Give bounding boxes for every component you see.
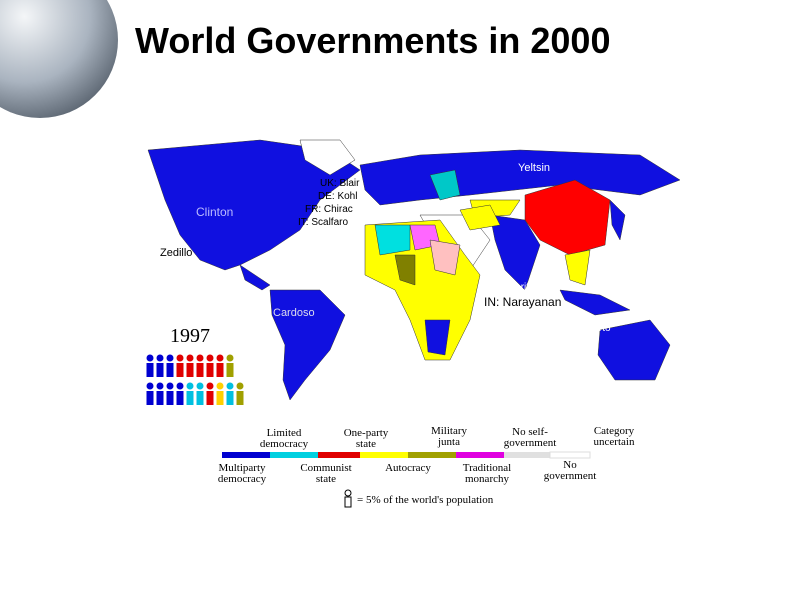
world-map	[147, 139, 681, 401]
legend-label: Category uncertain	[593, 425, 635, 448]
legend-label: Communist state	[300, 462, 352, 485]
map-label: ID: Suharto	[560, 323, 611, 334]
legend-label: No government	[543, 459, 597, 482]
person-figure	[216, 391, 224, 405]
footnote: = 5% of the world's population	[357, 494, 494, 506]
map-label: Zedillo	[160, 247, 193, 259]
legend-label: Multiparty democracy	[217, 462, 267, 485]
person-figure	[206, 354, 214, 362]
legend-label: Traditional monarchy	[462, 462, 512, 485]
population-pictograph	[146, 354, 244, 405]
person-figure	[186, 354, 194, 362]
legend-label: No self-government	[503, 426, 557, 449]
person-figure	[196, 354, 204, 362]
person-figure	[186, 391, 194, 405]
person-figure	[146, 391, 154, 405]
map-label: UK: Blair	[320, 178, 360, 189]
year-label: 1997	[170, 325, 210, 347]
person-figure	[216, 354, 224, 362]
person-figure	[156, 382, 164, 390]
person-figure	[166, 391, 174, 405]
person-figure	[146, 382, 154, 390]
person-figure	[196, 382, 204, 390]
person-figure	[156, 354, 164, 362]
person-figure	[156, 363, 164, 377]
person-figure	[206, 382, 214, 390]
person-figure	[226, 354, 234, 362]
map-label: BG: Hasina	[512, 312, 564, 323]
globe	[0, 0, 118, 118]
person-figure	[156, 391, 164, 405]
legend-label: Autocracy	[385, 462, 431, 474]
person-figure	[206, 391, 214, 405]
person-figure	[146, 363, 154, 377]
map-label: Cardoso	[273, 307, 315, 319]
title: World Governments in 2000	[135, 20, 611, 61]
map-label: DE: Kohl	[318, 191, 358, 202]
person-figure	[216, 382, 224, 390]
person-figure	[196, 363, 204, 377]
person-figure	[176, 354, 184, 362]
person-figure	[186, 363, 194, 377]
person-figure	[226, 391, 234, 405]
map-label: FR: Chirac	[305, 204, 353, 215]
legend-label: Limited democracy	[259, 427, 309, 450]
map-label: PK: Sharif	[484, 282, 530, 293]
map-label: IT: Scalfaro	[298, 217, 349, 228]
person-figure	[236, 391, 244, 405]
person-figure	[146, 354, 154, 362]
map-label: IN: Narayanan	[484, 295, 562, 309]
map-label: Yeltsin	[518, 162, 551, 174]
person-figure	[236, 382, 244, 390]
person-figure	[216, 363, 224, 377]
person-figure	[176, 363, 184, 377]
person-figure	[166, 354, 174, 362]
legend-label: Military junta	[430, 425, 468, 448]
person-figure	[206, 363, 214, 377]
person-figure	[226, 363, 234, 377]
person-figure	[176, 382, 184, 390]
legend-label: One-party state	[343, 427, 389, 450]
person-figure	[176, 391, 184, 405]
legend-bar	[222, 451, 591, 459]
person-figure	[166, 363, 174, 377]
person-figure	[196, 391, 204, 405]
person-figure	[166, 382, 174, 390]
map-label: Clinton	[196, 205, 234, 219]
person-figure	[226, 382, 234, 390]
person-icon	[344, 489, 352, 508]
person-figure	[186, 382, 194, 390]
